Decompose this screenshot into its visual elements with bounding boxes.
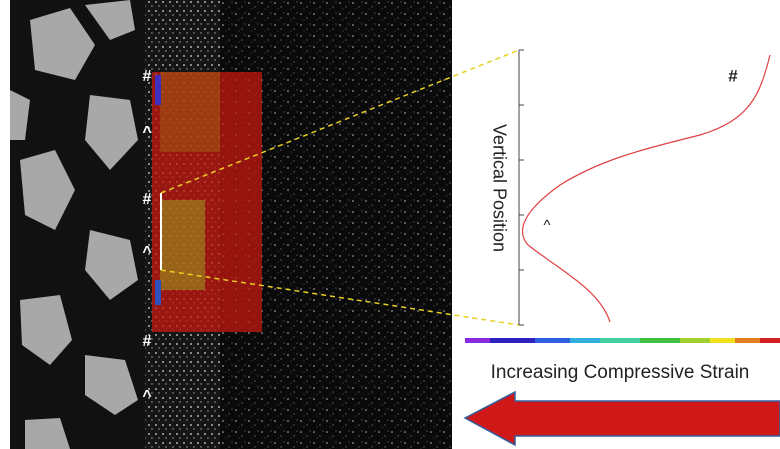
strain-edge: [155, 280, 161, 305]
image-label: ^: [142, 244, 151, 261]
color-bar: [465, 338, 780, 343]
plot-label: #: [728, 66, 738, 85]
image-label: #: [143, 191, 152, 208]
plot-label: ^: [543, 217, 550, 234]
strain-overlay-band: [160, 200, 205, 290]
image-label: ^: [142, 124, 151, 141]
strain-overlay-band: [160, 72, 220, 152]
axis-label: Vertical Position: [489, 124, 509, 252]
axis-ticks: [519, 50, 524, 325]
direction-arrow: [465, 392, 780, 445]
strain-edge: [155, 75, 161, 105]
caption: Increasing Compressive Strain: [491, 362, 750, 383]
image-label: #: [143, 333, 152, 350]
figure: # ^ # ^ # ^ Vertical Position # ^ Increasing …: [0, 0, 780, 449]
strain-profile: [523, 55, 770, 322]
image-label: #: [143, 68, 152, 85]
image-label: ^: [142, 388, 151, 405]
